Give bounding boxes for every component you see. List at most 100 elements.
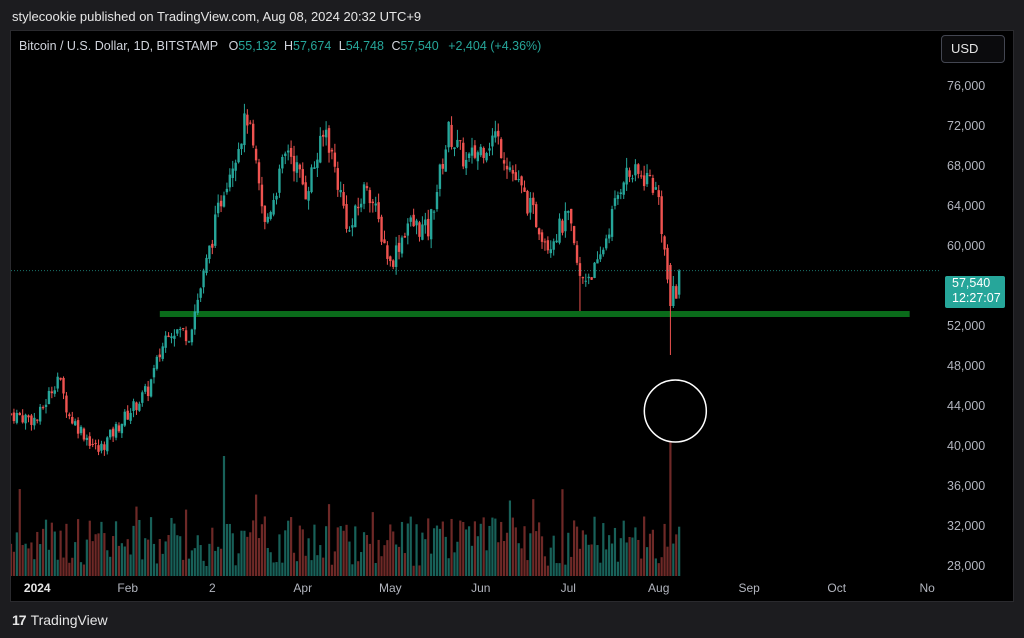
volume-bar — [669, 441, 672, 576]
volume-bar — [252, 520, 255, 576]
candle-body — [552, 241, 555, 250]
volume-bar — [301, 529, 304, 576]
currency-button[interactable]: USD — [941, 35, 1005, 63]
volume-bar — [538, 522, 541, 576]
volume-bar — [249, 532, 252, 576]
volume-bar — [231, 533, 234, 576]
candle-body — [50, 391, 54, 394]
volume-bar — [85, 539, 88, 576]
volume-bar — [608, 535, 611, 576]
candle-body — [415, 220, 418, 226]
volume-bar — [348, 541, 351, 576]
volume-bar — [360, 552, 363, 576]
chart-frame[interactable]: 80,00076,00072,00068,00064,00060,00052,0… — [10, 30, 1014, 602]
volume-bar — [281, 562, 284, 576]
candle-body — [514, 172, 517, 181]
volume-bar — [161, 553, 164, 576]
volume-bar — [403, 553, 406, 576]
candle-body — [275, 195, 278, 200]
chart-legend: Bitcoin / U.S. Dollar, 1D, BITSTAMP O55,… — [19, 39, 541, 53]
candle-body — [473, 145, 477, 158]
volume-bar — [39, 544, 42, 576]
volume-bar — [316, 555, 319, 576]
candle-body — [173, 335, 176, 339]
volume-bar — [395, 544, 398, 576]
candle-body — [193, 311, 197, 330]
candle-body — [12, 412, 16, 422]
volume-bar — [97, 533, 100, 576]
volume-bar — [651, 529, 654, 576]
volume-bar — [406, 523, 409, 576]
y-tick-label: 60,000 — [947, 239, 985, 253]
candle-body — [327, 128, 331, 153]
candle-body — [278, 168, 281, 193]
candle-body — [149, 379, 153, 397]
volume-bar — [219, 548, 223, 576]
symbol-label[interactable]: Bitcoin / U.S. Dollar, 1D, BITSTAMP — [19, 39, 219, 53]
candle-body — [648, 175, 652, 177]
candle-body — [520, 176, 523, 186]
volume-bar — [123, 546, 126, 576]
bar-countdown: 12:27:07 — [952, 291, 1001, 305]
volume-bar — [435, 525, 439, 576]
candle-body — [62, 377, 65, 394]
candle-body — [27, 415, 30, 418]
candle-body — [56, 376, 59, 389]
volume-bar — [447, 558, 450, 576]
volume-bar — [141, 559, 144, 576]
candle-body — [76, 420, 80, 434]
volume-bar — [412, 565, 415, 576]
volume-bar — [237, 553, 240, 576]
volume-bar — [374, 563, 377, 576]
candle-body — [179, 329, 182, 331]
candle-body — [146, 386, 150, 397]
volume-bar — [459, 520, 462, 576]
candle-body — [36, 419, 39, 421]
candle-body — [570, 208, 573, 224]
candle-body — [243, 113, 246, 146]
volume-bar — [432, 528, 436, 576]
candle-body — [292, 155, 296, 172]
volume-bar — [342, 530, 345, 576]
volume-bar — [561, 489, 564, 576]
candle-body — [564, 210, 567, 232]
volume-bar — [313, 524, 316, 576]
candle-body — [228, 174, 232, 188]
volume-bar — [176, 535, 179, 576]
volume-bar — [71, 557, 74, 576]
volume-bar — [505, 532, 509, 576]
volume-bar — [645, 547, 649, 576]
volume-bar — [94, 534, 97, 576]
candle-body — [599, 254, 602, 260]
volume-bar — [362, 532, 366, 576]
candle-body — [24, 414, 27, 424]
volume-bar — [575, 526, 579, 576]
candle-body — [532, 197, 535, 206]
candle-body — [336, 168, 339, 190]
candle-body — [15, 412, 19, 423]
candle-body — [100, 443, 103, 451]
candle-body — [330, 149, 334, 152]
candle-body — [260, 184, 264, 207]
volume-bar — [333, 551, 336, 576]
volume-bar — [613, 527, 617, 576]
candle-body — [97, 445, 100, 452]
volume-bar — [202, 560, 205, 576]
volume-bar — [365, 535, 369, 576]
volume-bar — [532, 499, 535, 576]
tradingview-logo-icon: 17 — [12, 612, 27, 628]
candle-body — [555, 240, 558, 243]
tradingview-brand: TradingView — [30, 612, 108, 628]
volume-bar — [573, 520, 576, 576]
volume-bar — [491, 517, 494, 576]
volume-bar — [465, 529, 468, 576]
volume-bar — [570, 556, 573, 576]
candle-body — [534, 204, 538, 228]
price-chart[interactable]: 80,00076,00072,00068,00064,00060,00052,0… — [11, 31, 1013, 601]
volume-bar — [520, 548, 523, 576]
volume-bar — [415, 524, 418, 576]
tradingview-logo[interactable]: 17 TradingView — [12, 612, 108, 628]
volume-bar — [120, 543, 123, 576]
candle-body — [654, 187, 658, 190]
candle-body — [619, 192, 623, 194]
